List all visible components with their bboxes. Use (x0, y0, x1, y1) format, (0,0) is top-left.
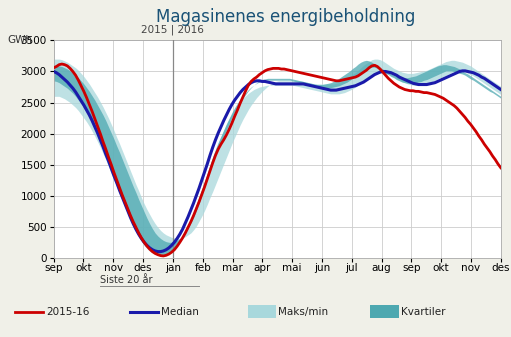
Text: Median: Median (161, 307, 199, 317)
Text: Kvartiler: Kvartiler (401, 307, 446, 317)
Text: Magasinenes energibeholdning: Magasinenes energibeholdning (156, 8, 416, 26)
Text: GWh: GWh (8, 35, 33, 45)
Text: Siste 20 år: Siste 20 år (100, 275, 152, 285)
Text: Maks/min: Maks/min (278, 307, 329, 317)
Text: 2015-16: 2015-16 (46, 307, 89, 317)
Text: 2015 | 2016: 2015 | 2016 (142, 24, 204, 35)
